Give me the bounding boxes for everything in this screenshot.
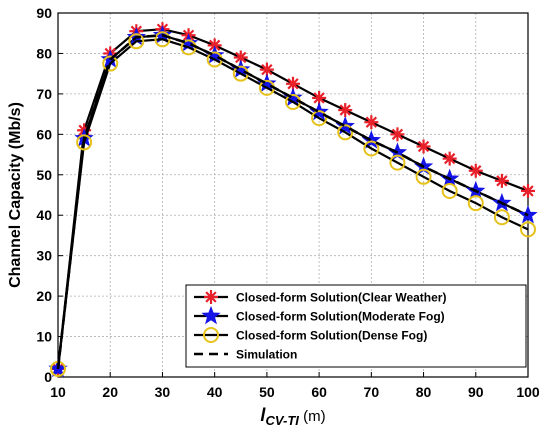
x-tick-label: 30 bbox=[155, 384, 171, 400]
x-tick-label: 100 bbox=[516, 384, 540, 400]
x-tick-label: 90 bbox=[468, 384, 484, 400]
legend-item: Closed-form Solution(Moderate Fog) bbox=[194, 305, 445, 325]
y-axis-title: Channel Capacity (Mb/s) bbox=[7, 102, 24, 288]
data-point bbox=[363, 140, 380, 157]
data-point bbox=[468, 163, 483, 178]
data-point bbox=[415, 168, 432, 185]
y-tick-label: 10 bbox=[36, 329, 52, 345]
x-axis-title-main: l bbox=[260, 405, 266, 425]
data-point bbox=[390, 127, 405, 142]
y-tick-label: 40 bbox=[36, 207, 52, 223]
y-tick-label: 90 bbox=[36, 5, 52, 21]
y-tick-label: 20 bbox=[36, 288, 52, 304]
data-point bbox=[442, 151, 457, 166]
legend-box bbox=[185, 284, 527, 368]
legend-marker bbox=[201, 305, 221, 325]
data-point bbox=[493, 209, 510, 226]
data-point bbox=[416, 139, 431, 154]
x-tick-label: 70 bbox=[364, 384, 380, 400]
legend-item: Simulation bbox=[194, 348, 297, 362]
series-line bbox=[56, 33, 529, 370]
x-tick-label: 80 bbox=[416, 384, 432, 400]
x-tick-label: 60 bbox=[311, 384, 327, 400]
legend-label: Closed-form Solution(Moderate Fog) bbox=[236, 310, 445, 324]
series-4 bbox=[56, 33, 529, 370]
data-point bbox=[102, 55, 119, 72]
x-tick-label: 50 bbox=[259, 384, 275, 400]
legend-label: Closed-form Solution(Clear Weather) bbox=[236, 291, 446, 305]
data-point bbox=[494, 173, 509, 188]
series-line bbox=[56, 38, 529, 370]
legend-marker bbox=[204, 290, 218, 304]
data-point bbox=[364, 115, 379, 130]
x-tick-label: 10 bbox=[50, 384, 66, 400]
data-point bbox=[338, 103, 353, 118]
data-point bbox=[521, 183, 535, 198]
data-point bbox=[520, 221, 536, 238]
legend-label: Closed-form Solution(Dense Fog) bbox=[236, 329, 427, 343]
x-axis-title-unit: (m) bbox=[299, 408, 326, 425]
data-point bbox=[76, 134, 93, 151]
y-tick-label: 60 bbox=[36, 126, 52, 142]
x-axis-title: lCV-TI (m) bbox=[260, 405, 325, 428]
legend: Closed-form Solution(Clear Weather) Close… bbox=[185, 284, 527, 368]
y-tick-label: 30 bbox=[36, 248, 52, 264]
legend-item: Closed-form Solution(Clear Weather) bbox=[194, 290, 446, 305]
legend-item: Closed-form Solution(Dense Fog) bbox=[194, 327, 427, 343]
x-tick-label: 20 bbox=[102, 384, 118, 400]
legend-marker bbox=[203, 327, 219, 343]
data-point bbox=[441, 182, 458, 199]
y-tick-label: 70 bbox=[36, 86, 52, 102]
y-tick-label: 80 bbox=[36, 45, 52, 61]
data-point bbox=[311, 110, 328, 127]
series-layer bbox=[48, 22, 538, 378]
y-tick-label: 0 bbox=[44, 369, 52, 385]
data-point bbox=[128, 33, 145, 50]
y-tick-label: 50 bbox=[36, 167, 52, 183]
x-tick-label: 40 bbox=[207, 384, 223, 400]
data-point bbox=[337, 124, 354, 141]
data-point bbox=[154, 31, 171, 48]
data-point bbox=[467, 195, 484, 212]
legend-label: Simulation bbox=[236, 348, 297, 362]
data-point bbox=[389, 154, 406, 171]
x-axis-title-sub: CV-TI bbox=[265, 413, 299, 428]
